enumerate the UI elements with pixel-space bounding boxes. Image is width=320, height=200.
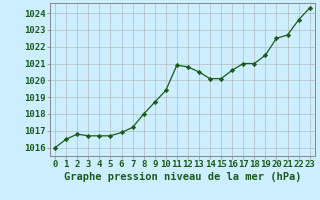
X-axis label: Graphe pression niveau de la mer (hPa): Graphe pression niveau de la mer (hPa) — [64, 172, 301, 182]
